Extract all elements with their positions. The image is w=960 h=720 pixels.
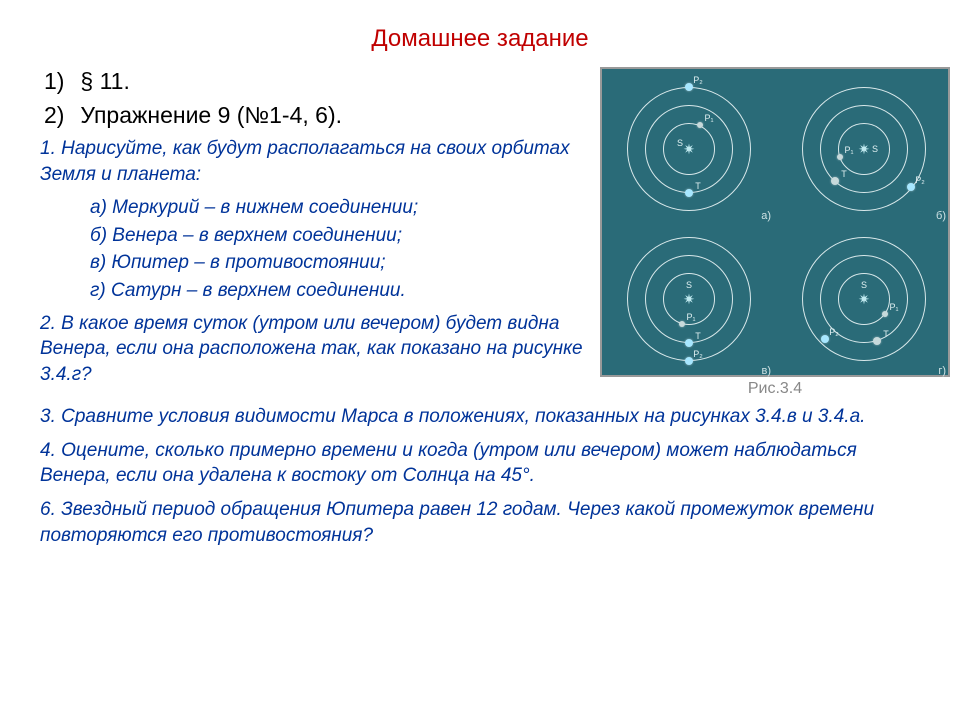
planet-label: T <box>695 181 701 191</box>
figure-column: ✷SP₁TP₂а)✷SP₁TP₂б)✷SP₁TP₂в)✷SP₁TP₂г) Рис… <box>600 61 950 398</box>
list-num-1: 1) <box>44 68 74 95</box>
question-2: 2. В какое время суток (утром или вечеро… <box>40 311 590 388</box>
question-1-intro: 1. Нарисуйте, как будут располагаться на… <box>40 136 590 187</box>
question-1-b: б) Венера – в верхнем соединении; <box>40 223 590 250</box>
planet-dot <box>685 357 693 365</box>
list-item-2: 2) Упражнение 9 (№1-4, 6). <box>40 102 590 129</box>
question-3: 3. Сравните условия видимости Марса в по… <box>40 404 920 430</box>
list-item-1: 1) § 11. <box>40 68 590 95</box>
planet-dot <box>821 335 829 343</box>
left-column: 1) § 11. 2) Упражнение 9 (№1-4, 6). 1. Н… <box>40 61 600 396</box>
orbit-panel-d: ✷ S P₁ T P₂ г) <box>777 224 952 379</box>
planet-dot <box>873 337 881 345</box>
list-num-2: 2) <box>44 102 74 129</box>
panel-corner-label: а) <box>761 210 771 222</box>
question-1-a: а) Меркурий – в нижнем соединении; <box>40 195 590 222</box>
orbit-diagram: ✷SP₁TP₂а)✷SP₁TP₂б)✷SP₁TP₂в)✷SP₁TP₂г) <box>600 67 950 377</box>
orbit-panel-c: ✷ S P₁T P₂ в) <box>602 224 777 379</box>
orbit-panel-b: ✷S P₁ T P₂ б) <box>777 69 952 224</box>
panel-corner-label: г) <box>938 365 946 377</box>
panel-corner-label: б) <box>936 210 946 222</box>
orbit-panel-a: ✷S P₁ T P₂ а) <box>602 69 777 224</box>
planet-dot <box>679 321 685 327</box>
planet-label: S <box>677 138 683 148</box>
planet-label: P₁ <box>889 302 898 312</box>
planet-dot <box>837 154 843 160</box>
planet-label: T <box>695 331 701 341</box>
planet-dot <box>685 189 693 197</box>
sun-icon: ✷ <box>858 142 870 156</box>
sun-icon: ✷ <box>683 292 695 306</box>
planet-dot <box>697 122 703 128</box>
planet-label: S <box>872 144 878 154</box>
planet-label: P₁ <box>844 145 853 155</box>
list-text-2: Упражнение 9 (№1-4, 6). <box>80 102 342 128</box>
panel-corner-label: в) <box>761 365 771 377</box>
question-6: 6. Звездный период обращения Юпитера рав… <box>40 497 920 548</box>
question-1-c: в) Юпитер – в противостоянии; <box>40 250 590 277</box>
planet-label: T <box>841 169 847 179</box>
planet-label: T <box>883 329 889 339</box>
question-1-d: г) Сатурн – в верхнем соединении. <box>40 278 590 305</box>
planet-dot <box>882 311 888 317</box>
figure-caption: Рис.3.4 <box>600 380 950 398</box>
planet-dot <box>685 83 693 91</box>
planet-label: S <box>861 280 867 290</box>
planet-label: P₂ <box>829 327 839 337</box>
planet-label: P₂ <box>693 75 703 85</box>
page-title: Домашнее задание <box>0 0 960 61</box>
sun-icon: ✷ <box>858 292 870 306</box>
planet-label: S <box>686 280 692 290</box>
planet-dot <box>907 183 915 191</box>
planet-label: P₁ <box>686 312 695 322</box>
planet-dot <box>831 177 839 185</box>
planet-label: P₂ <box>915 175 925 185</box>
planet-label: P₂ <box>693 349 703 359</box>
sun-icon: ✷ <box>683 142 695 156</box>
planet-label: P₁ <box>704 113 713 123</box>
planet-dot <box>685 339 693 347</box>
question-4: 4. Оцените, сколько примерно времени и к… <box>40 438 920 489</box>
list-text-1: § 11. <box>80 68 129 94</box>
